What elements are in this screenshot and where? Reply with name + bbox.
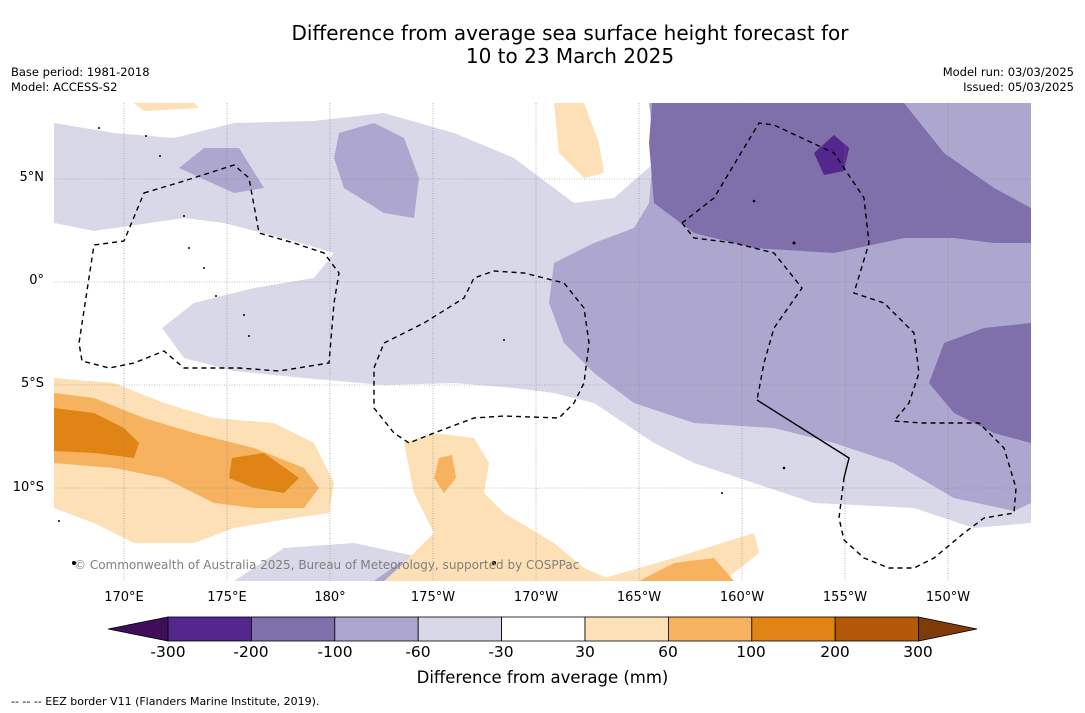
- colorbar-bin-5: [501, 616, 586, 642]
- eez-solid-border: [756, 399, 850, 479]
- lon-label-170e: 170°E: [104, 590, 144, 605]
- lon-label-150w: 150°W: [925, 590, 971, 605]
- colorbar: [108, 616, 978, 642]
- colorbar-label: -200: [233, 643, 269, 661]
- lon-label-175e: 175°E: [207, 590, 247, 605]
- colorbar-label: -100: [317, 643, 353, 661]
- contour-darkest-purple: [814, 135, 849, 175]
- colorbar-bin-8: [751, 616, 836, 642]
- colorbar-bin-9: [834, 616, 920, 642]
- colorbar-label: 300: [903, 643, 933, 661]
- colorbar-bin-3: [334, 616, 419, 642]
- issued-date: Issued: 05/03/2025: [963, 80, 1074, 94]
- meta-right: Model run: 03/03/2025 Issued: 05/03/2025: [943, 65, 1074, 95]
- colorbar-title: Difference from average (mm): [0, 668, 1085, 687]
- lat-label-5s: 5°S: [20, 376, 44, 391]
- lon-label-160w: 160°W: [719, 590, 765, 605]
- lon-label-155w: 155°W: [822, 590, 868, 605]
- map-panel: [54, 103, 1031, 581]
- title-line-1: Difference from average sea surface heig…: [291, 21, 849, 45]
- contour-orange-2: [434, 455, 456, 493]
- eez-footer-note: -- -- -- EEZ border V11 (Flanders Marine…: [11, 695, 320, 708]
- meta-left: Base period: 1981-2018 Model: ACCESS-S2: [11, 65, 150, 95]
- colorbar-title-text: Difference from average (mm): [416, 668, 669, 687]
- grid-lines: [54, 103, 1031, 581]
- contour-dark-orange-2: [229, 453, 299, 493]
- title-line-2: 10 to 23 March 2025: [465, 44, 675, 68]
- contour-light-orange-3: [554, 103, 604, 178]
- contour-dark-orange: [54, 408, 139, 458]
- lon-label-170w: 170°W: [513, 590, 559, 605]
- colorbar-label: 30: [575, 643, 595, 661]
- colorbar-label: -60: [405, 643, 431, 661]
- colorbar-bin-1: [167, 616, 252, 642]
- colorbar-label: -30: [488, 643, 514, 661]
- lon-label-165w: 165°W: [616, 590, 662, 605]
- contour-dark-purple: [649, 103, 1031, 253]
- map-title: Difference from average sea surface heig…: [0, 22, 1085, 68]
- lon-label-175w: 175°W: [410, 590, 456, 605]
- island-specks: [58, 127, 796, 565]
- contour-orange-3: [639, 558, 734, 581]
- eez-borders: [78, 122, 1017, 569]
- model-name: Model: ACCESS-S2: [11, 80, 118, 94]
- colorbar-label: 100: [736, 643, 766, 661]
- colorbar-label: -300: [150, 643, 186, 661]
- copyright-credit: © Commonwealth of Australia 2025, Bureau…: [74, 558, 580, 572]
- colorbar-bin-6: [584, 616, 669, 642]
- colorbar-bin-7: [668, 616, 753, 642]
- lon-label-180: 180°: [314, 590, 346, 605]
- contour-mid-purple-2: [334, 123, 419, 218]
- colorbar-min-arrow: [108, 616, 169, 642]
- colorbar-bin-2: [250, 616, 336, 642]
- colorbar-max-arrow: [918, 616, 978, 642]
- contour-mid-purple-3: [179, 148, 264, 193]
- lat-label-0: 0°: [29, 273, 44, 288]
- contour-light-orange-4: [134, 103, 199, 111]
- colorbar-label: 60: [658, 643, 678, 661]
- lat-label-5n: 5°N: [19, 170, 45, 185]
- base-period: Base period: 1981-2018: [11, 65, 150, 79]
- contour-dark-purple-2: [929, 323, 1031, 443]
- colorbar-bin-4: [417, 616, 503, 642]
- lat-label-10s: 10°S: [12, 480, 44, 495]
- colorbar-label: 200: [820, 643, 850, 661]
- model-run: Model run: 03/03/2025: [942, 65, 1074, 79]
